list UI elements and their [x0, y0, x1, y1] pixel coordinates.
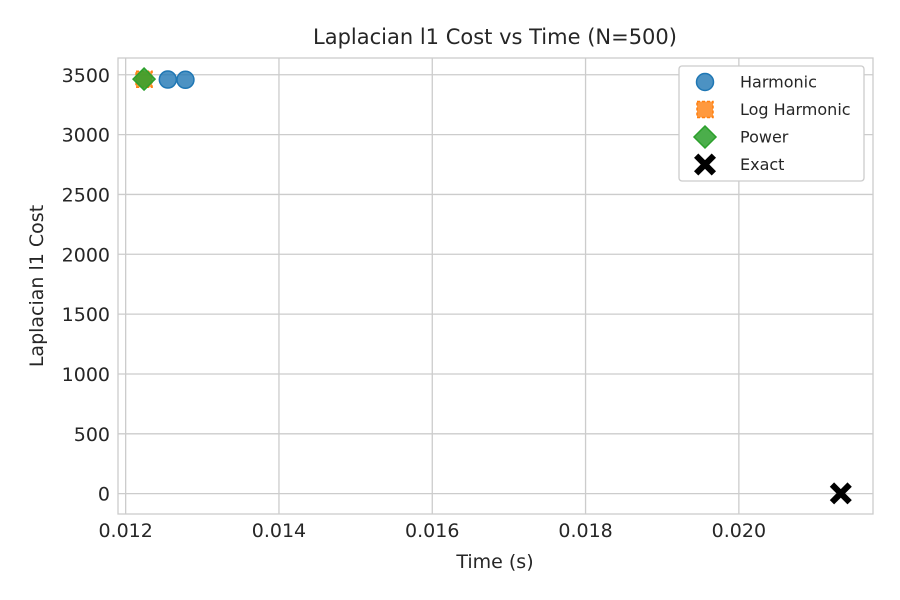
x-axis-ticks: 0.012 0.014 0.016 0.018 0.020 — [98, 520, 766, 542]
legend-marker-harmonic — [695, 72, 715, 92]
legend-label-exact: Exact — [740, 155, 784, 174]
y-axis-ticks: 0 500 1000 1500 2000 2500 3000 3500 — [62, 65, 110, 506]
x-tick-label: 0.020 — [712, 520, 766, 542]
legend-marker-log-harmonic — [696, 100, 714, 119]
y-tick-label: 0 — [98, 484, 110, 506]
legend-label-power: Power — [740, 128, 789, 147]
y-tick-label: 3500 — [62, 65, 110, 87]
legend-box — [678, 65, 865, 182]
x-tick-label: 0.014 — [252, 520, 306, 542]
grid — [118, 58, 873, 514]
legend-label-harmonic: Harmonic — [740, 73, 817, 92]
x-tick-label: 0.018 — [558, 520, 612, 542]
power-point — [132, 67, 157, 92]
legend-marker-power — [692, 124, 718, 150]
x-tick-label: 0.016 — [405, 520, 459, 542]
plot-area-frame — [117, 57, 874, 515]
y-tick-label: 1000 — [62, 364, 110, 386]
y-tick-label: 1500 — [62, 304, 110, 326]
chart-title: Laplacian l1 Cost vs Time (N=500) — [313, 25, 677, 49]
legend: Harmonic Log Harmonic Power Exact — [678, 65, 865, 182]
exact-point — [829, 482, 852, 505]
legend-label-log-harmonic: Log Harmonic — [740, 100, 851, 119]
y-tick-label: 3000 — [62, 125, 110, 147]
y-tick-label: 2000 — [62, 244, 110, 266]
harmonic-point — [158, 70, 178, 89]
data-points — [132, 67, 852, 505]
x-axis-label: Time (s) — [455, 551, 533, 573]
x-tick-label: 0.012 — [98, 520, 152, 542]
legend-marker-exact — [693, 153, 717, 176]
y-tick-label: 2500 — [62, 184, 110, 206]
y-axis-label: Laplacian l1 Cost — [26, 205, 48, 367]
y-tick-label: 500 — [74, 424, 110, 446]
harmonic-point — [176, 70, 195, 90]
